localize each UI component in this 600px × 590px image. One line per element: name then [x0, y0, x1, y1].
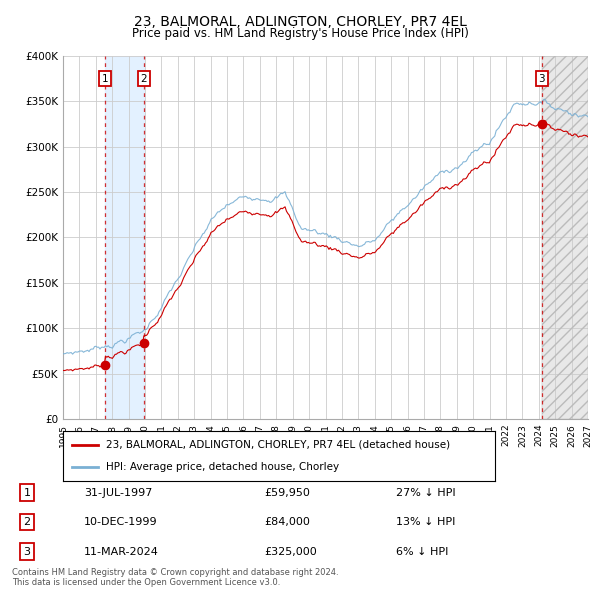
Text: 13% ↓ HPI: 13% ↓ HPI — [396, 517, 455, 527]
Text: £84,000: £84,000 — [264, 517, 310, 527]
Text: 2: 2 — [141, 74, 148, 84]
Text: £59,950: £59,950 — [264, 488, 310, 497]
Text: HPI: Average price, detached house, Chorley: HPI: Average price, detached house, Chor… — [106, 462, 340, 472]
Text: 1: 1 — [23, 488, 31, 497]
Text: 6% ↓ HPI: 6% ↓ HPI — [396, 547, 448, 556]
Bar — [542, 56, 588, 419]
Text: 11-MAR-2024: 11-MAR-2024 — [84, 547, 159, 556]
Text: 3: 3 — [23, 547, 31, 556]
Text: 27% ↓ HPI: 27% ↓ HPI — [396, 488, 455, 497]
Text: 3: 3 — [539, 74, 545, 84]
Text: 23, BALMORAL, ADLINGTON, CHORLEY, PR7 4EL (detached house): 23, BALMORAL, ADLINGTON, CHORLEY, PR7 4E… — [106, 440, 451, 450]
Bar — [542, 56, 588, 419]
Bar — [106, 56, 144, 419]
Text: 10-DEC-1999: 10-DEC-1999 — [84, 517, 158, 527]
Text: £325,000: £325,000 — [264, 547, 317, 556]
Text: Contains HM Land Registry data © Crown copyright and database right 2024.
This d: Contains HM Land Registry data © Crown c… — [12, 568, 338, 587]
Text: Price paid vs. HM Land Registry's House Price Index (HPI): Price paid vs. HM Land Registry's House … — [131, 27, 469, 40]
Text: 1: 1 — [102, 74, 109, 84]
Text: 23, BALMORAL, ADLINGTON, CHORLEY, PR7 4EL: 23, BALMORAL, ADLINGTON, CHORLEY, PR7 4E… — [134, 15, 466, 29]
Text: 2: 2 — [23, 517, 31, 527]
Text: 31-JUL-1997: 31-JUL-1997 — [84, 488, 152, 497]
